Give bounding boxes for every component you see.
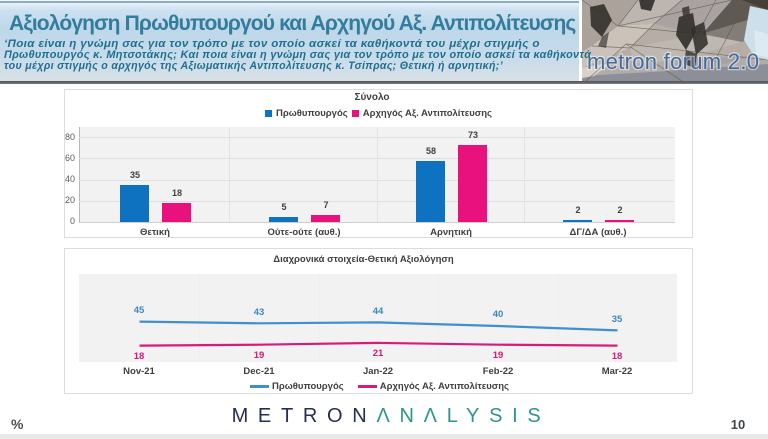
svg-text:metron forum 2.0: metron forum 2.0	[587, 49, 759, 74]
svg-text:metron forum 2.0: metron forum 2.0	[587, 49, 759, 74]
